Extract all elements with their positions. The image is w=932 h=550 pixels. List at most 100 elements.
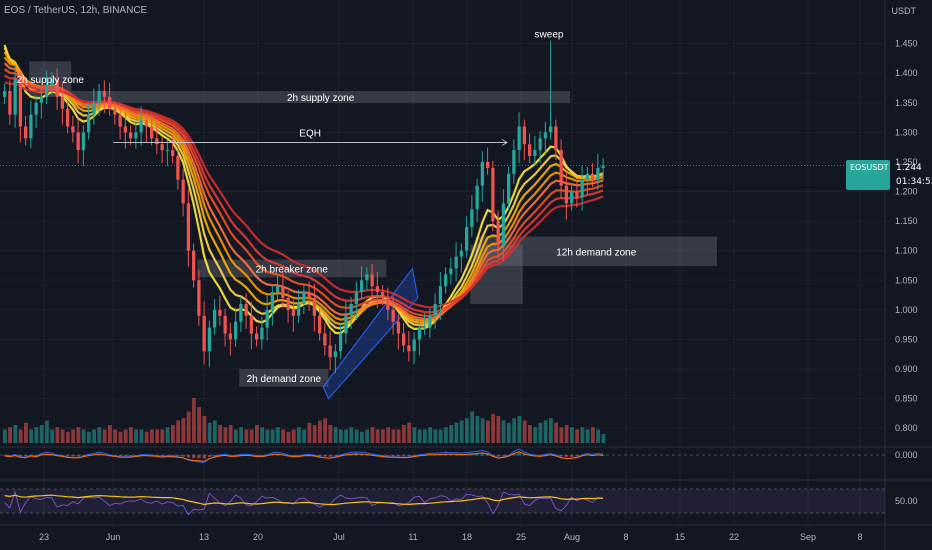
volume-bar [375, 429, 380, 443]
candle-body [87, 114, 91, 133]
y-tick-label: 0.800 [895, 423, 918, 433]
candle-body [18, 79, 23, 127]
candle-body [543, 132, 548, 139]
volume-bar [396, 429, 401, 443]
x-tick-label: Aug [564, 532, 580, 542]
osc1-hist-bar [34, 455, 38, 456]
volume-bar [66, 431, 70, 443]
candle-body [123, 126, 128, 133]
candle-body [386, 298, 390, 310]
volume-bar [349, 427, 354, 443]
x-tick-label: 15 [675, 532, 685, 542]
volume-bar [102, 429, 107, 443]
volume-bar [522, 420, 527, 443]
y-tick-label: 1.050 [895, 275, 918, 285]
level-label: EQH [299, 128, 321, 139]
currency-label: USDT [891, 6, 917, 16]
volume-bar [255, 425, 259, 443]
candle-body [570, 191, 574, 204]
oscillator-panes [0, 448, 885, 516]
candle-body [139, 120, 143, 133]
volume-bar [486, 420, 490, 443]
volume-bar [197, 407, 202, 443]
candle-body [339, 333, 343, 352]
candle-body [118, 114, 122, 127]
candle-body [45, 85, 49, 97]
candle-body [202, 315, 206, 352]
volume-bar [512, 418, 517, 443]
candle-body [213, 309, 217, 328]
volume-bar [454, 422, 459, 443]
x-tick-label: 20 [253, 532, 263, 542]
volume-bar [181, 418, 186, 443]
volume-bar [144, 431, 149, 443]
candle-body [66, 108, 70, 127]
candle-body [218, 309, 222, 316]
osc1-hist-bar [186, 455, 191, 458]
zone-box [71, 90, 570, 103]
candle-body [402, 333, 406, 346]
volume-bar [50, 429, 55, 443]
osc1-hist-bar [123, 455, 128, 457]
volume-bar [438, 429, 443, 443]
volume-bar [113, 429, 118, 443]
level-arrowhead [501, 139, 508, 146]
symbol-title[interactable]: EOS / TetherUS, 12h, BINANCE [4, 5, 148, 16]
volume-bar [596, 429, 601, 443]
candle-body [286, 298, 290, 310]
volume-bar [318, 420, 322, 443]
candle-body [113, 108, 117, 115]
candle-body [81, 132, 86, 151]
volume-bar [244, 429, 249, 443]
osc1-hist-bar [176, 455, 180, 457]
candle-body [465, 227, 469, 251]
x-tick-label: 23 [39, 532, 49, 542]
volume-bar [417, 429, 422, 443]
volume-bar [496, 416, 501, 443]
candle-body [591, 173, 595, 180]
osc1-hist-bar [407, 455, 411, 457]
volume-bar [323, 418, 328, 443]
candle-body [559, 150, 563, 186]
volume-bar [118, 431, 123, 443]
osc1-hist-bar [333, 455, 338, 457]
candle-body [55, 79, 59, 97]
osc1-zero-label: 0.000 [895, 450, 918, 460]
volume-bar [81, 429, 86, 443]
volume-bar [501, 420, 506, 443]
candle-body [312, 298, 317, 316]
volume-bar [171, 425, 175, 443]
candle-body [575, 191, 579, 198]
osc1-hist-bar [475, 453, 479, 456]
candle-body [50, 79, 54, 86]
candle-body [480, 161, 485, 186]
volume-bar [239, 427, 244, 443]
candle-body [39, 96, 44, 103]
volume-bar [213, 420, 217, 443]
candle-body [244, 303, 248, 316]
volume-bar [328, 425, 333, 443]
volume-bar [13, 425, 18, 443]
candle-body [297, 303, 301, 316]
candle-body [129, 132, 133, 139]
volume-bar [554, 422, 559, 443]
candle-body [449, 268, 453, 275]
osc1-hist-bar [564, 455, 569, 457]
price-tag-symbol: EOSUSDT [850, 163, 889, 172]
volume-bar [155, 429, 160, 443]
osc1-hist-bar [501, 455, 506, 457]
candle-body [370, 274, 374, 287]
zone-label: 2h supply zone [287, 93, 355, 104]
candle-body [223, 315, 227, 334]
y-tick-label: 1.200 [895, 187, 918, 197]
volume-bar [507, 422, 511, 443]
annotation-labels: 2h supply zone 2h supply zone EQH sweep 2h b… [17, 30, 637, 385]
x-tick-label: Jul [333, 532, 345, 542]
volume-bar [160, 429, 165, 443]
volume-bar [186, 411, 191, 443]
volume-bar [60, 429, 65, 443]
osc1-hist-bar [444, 453, 448, 456]
osc1-hist-bar [160, 455, 164, 457]
